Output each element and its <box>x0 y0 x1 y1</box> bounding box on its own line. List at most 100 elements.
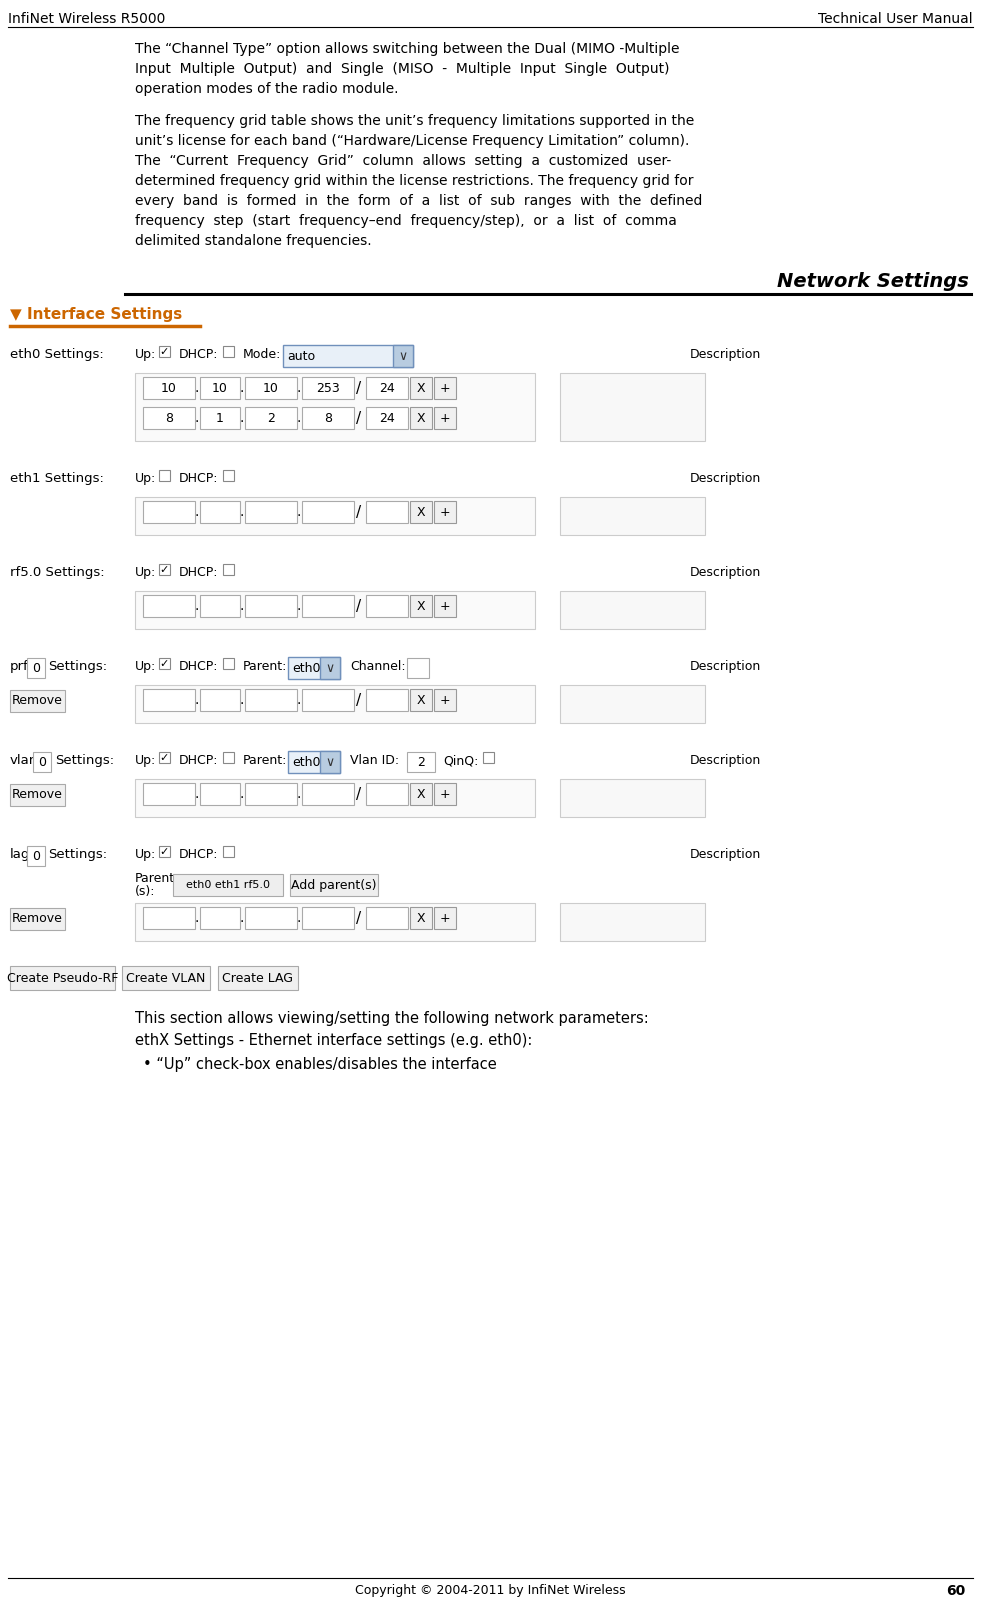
Text: Create VLAN: Create VLAN <box>127 971 206 985</box>
Bar <box>366 376 408 399</box>
Text: X: X <box>417 912 426 924</box>
Bar <box>393 344 413 367</box>
Text: Description: Description <box>690 473 761 485</box>
Bar <box>560 497 705 535</box>
Bar <box>159 564 170 575</box>
Bar <box>135 686 535 723</box>
Bar <box>33 751 51 772</box>
Text: 8: 8 <box>165 412 173 425</box>
Text: .: . <box>297 912 301 924</box>
Bar <box>218 966 298 990</box>
Bar <box>283 344 413 367</box>
Bar <box>10 690 65 711</box>
Text: DHCP:: DHCP: <box>179 755 219 767</box>
Bar <box>302 594 354 617</box>
Bar <box>302 689 354 711</box>
Bar <box>245 376 297 399</box>
Text: 253: 253 <box>316 381 339 394</box>
Text: 10: 10 <box>263 381 279 394</box>
Text: ∨: ∨ <box>398 349 407 362</box>
Text: /: / <box>356 599 362 614</box>
Bar <box>483 751 494 763</box>
Text: 24: 24 <box>379 381 395 394</box>
Bar <box>410 407 432 429</box>
Text: X: X <box>417 694 426 706</box>
Text: Up:: Up: <box>135 755 156 767</box>
Text: This section allows viewing/setting the following network parameters:: This section allows viewing/setting the … <box>135 1011 648 1025</box>
Text: DHCP:: DHCP: <box>179 473 219 485</box>
Bar <box>410 783 432 804</box>
Text: .: . <box>239 599 244 614</box>
Bar <box>223 469 234 481</box>
Text: Parent:: Parent: <box>243 755 287 767</box>
Text: Description: Description <box>690 660 761 673</box>
Text: X: X <box>417 788 426 801</box>
Text: +: + <box>439 381 450 394</box>
Text: /: / <box>356 505 362 519</box>
Text: 2: 2 <box>417 756 425 769</box>
Text: eth0 Settings:: eth0 Settings: <box>10 348 104 360</box>
Bar <box>560 779 705 817</box>
Bar <box>200 594 240 617</box>
Text: 8: 8 <box>324 412 332 425</box>
Bar <box>159 469 170 481</box>
Bar <box>560 904 705 940</box>
Text: The frequency grid table shows the unit’s frequency limitations supported in the: The frequency grid table shows the unit’… <box>135 114 695 128</box>
Text: .: . <box>239 694 244 706</box>
Text: /: / <box>356 410 362 426</box>
Bar <box>245 907 297 929</box>
Bar <box>143 783 195 804</box>
Bar <box>200 783 240 804</box>
Bar <box>302 407 354 429</box>
Bar <box>366 407 408 429</box>
Bar <box>245 689 297 711</box>
Bar <box>135 779 535 817</box>
Bar <box>434 594 456 617</box>
Bar <box>223 658 234 670</box>
Bar <box>200 907 240 929</box>
Bar <box>410 501 432 522</box>
Bar <box>143 376 195 399</box>
Text: 24: 24 <box>379 412 395 425</box>
Text: .: . <box>297 505 301 519</box>
Bar <box>200 501 240 522</box>
Text: .: . <box>239 505 244 519</box>
Text: DHCP:: DHCP: <box>179 660 219 673</box>
Text: .: . <box>239 787 244 801</box>
Text: eth1 Settings:: eth1 Settings: <box>10 473 104 485</box>
Bar <box>245 594 297 617</box>
Text: +: + <box>439 506 450 519</box>
Bar <box>434 907 456 929</box>
Text: ∨: ∨ <box>326 756 335 769</box>
Text: /: / <box>356 381 362 396</box>
Text: Vlan ID:: Vlan ID: <box>350 755 399 767</box>
Bar <box>159 658 170 670</box>
Text: InfiNet Wireless R5000: InfiNet Wireless R5000 <box>8 11 166 26</box>
Bar <box>143 689 195 711</box>
Text: 0: 0 <box>32 662 40 674</box>
Text: 0: 0 <box>32 849 40 862</box>
Bar <box>320 657 340 679</box>
Bar <box>434 407 456 429</box>
Text: +: + <box>439 412 450 425</box>
Bar <box>135 904 535 940</box>
Text: 2: 2 <box>267 412 275 425</box>
Text: eth0: eth0 <box>292 756 321 769</box>
Text: eth0: eth0 <box>292 662 321 674</box>
Text: .: . <box>195 412 199 425</box>
Text: Up:: Up: <box>135 660 156 673</box>
Bar <box>143 407 195 429</box>
Bar <box>143 907 195 929</box>
Text: 10: 10 <box>212 381 228 394</box>
Text: prf: prf <box>10 660 28 673</box>
Bar <box>200 376 240 399</box>
Text: 0: 0 <box>38 756 46 769</box>
Bar <box>245 783 297 804</box>
Text: X: X <box>417 412 426 425</box>
Text: vlan: vlan <box>10 755 38 767</box>
Bar <box>159 346 170 357</box>
Text: .: . <box>297 787 301 801</box>
Text: X: X <box>417 381 426 394</box>
Bar <box>410 594 432 617</box>
Bar <box>302 907 354 929</box>
